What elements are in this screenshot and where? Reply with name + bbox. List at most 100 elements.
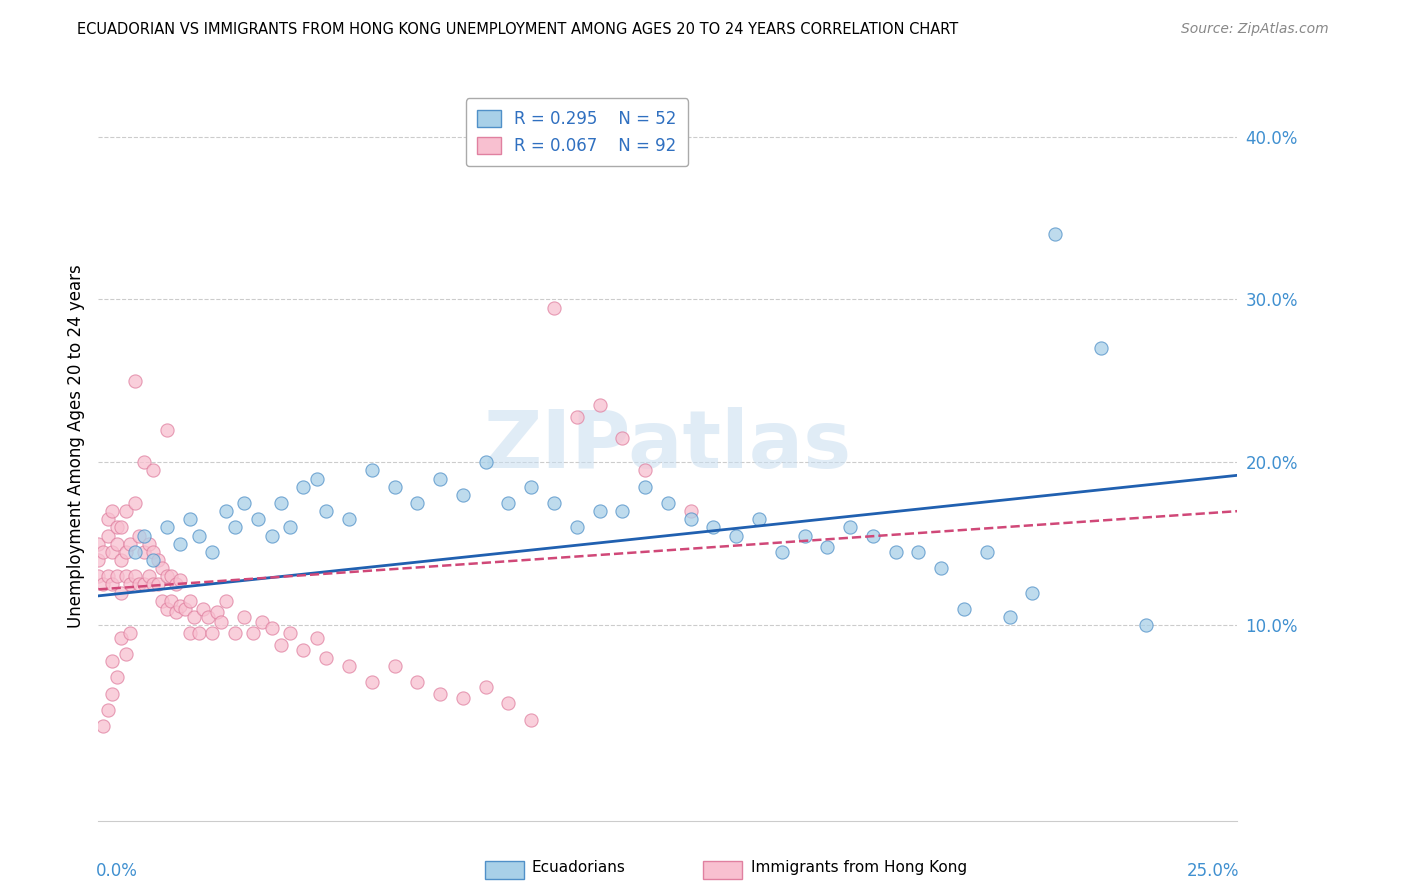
Point [201,545,224,559]
Point [96,569,118,583]
Point [292,642,315,657]
Point [132,545,155,559]
Point [96,512,118,526]
Point [91,577,114,591]
Point [998,610,1021,624]
Point [209,615,232,629]
Point [612,431,634,445]
Point [565,409,588,424]
Point [748,512,770,526]
Point [337,659,360,673]
Point [146,553,169,567]
Point [657,496,679,510]
Point [1135,618,1157,632]
Point [634,463,657,477]
Point [142,553,165,567]
Point [474,455,496,469]
Point [110,631,132,645]
Point [793,528,815,542]
Point [179,512,201,526]
Point [278,626,301,640]
Point [233,496,256,510]
Point [179,593,201,607]
Point [360,463,382,477]
Point [242,626,264,640]
Point [384,659,406,673]
Point [156,569,179,583]
Point [114,569,136,583]
Point [87,553,110,567]
Point [110,553,132,567]
Point [101,687,124,701]
Point [128,528,150,542]
Text: 25.0%: 25.0% [1187,862,1240,880]
Point [205,605,228,619]
Point [101,654,124,668]
Point [929,561,952,575]
Point [120,537,142,551]
Point [114,545,136,559]
Point [96,703,118,717]
Point [87,537,110,551]
Point [110,520,132,534]
Point [315,650,337,665]
Point [543,496,565,510]
Point [451,488,474,502]
Point [91,545,114,559]
Point [169,599,191,613]
Point [588,398,610,412]
Point [101,545,124,559]
Point [862,528,884,542]
Point [124,545,146,559]
Point [976,545,998,559]
Point [224,520,246,534]
Point [520,480,543,494]
Y-axis label: Unemployment Among Ages 20 to 24 years: Unemployment Among Ages 20 to 24 years [66,264,84,628]
Point [588,504,610,518]
Point [543,301,565,315]
Point [174,602,197,616]
Point [138,537,160,551]
Legend: R = 0.295    N = 52, R = 0.067    N = 92: R = 0.295 N = 52, R = 0.067 N = 92 [465,98,688,167]
Point [183,610,205,624]
Point [520,713,543,727]
Point [120,577,142,591]
Point [1043,227,1066,242]
Point [498,697,520,711]
Point [278,520,301,534]
Point [1021,585,1043,599]
Point [179,626,201,640]
Point [907,545,929,559]
Point [169,537,191,551]
Point [160,593,183,607]
Point [105,520,128,534]
Text: Ecuadorians: Ecuadorians [531,860,626,874]
Point [187,626,209,640]
Point [91,719,114,733]
Point [429,472,451,486]
Point [169,573,191,587]
Text: 0.0%: 0.0% [96,862,138,880]
Point [215,504,238,518]
Point [156,602,179,616]
Point [96,528,118,542]
Point [215,593,238,607]
Point [815,540,838,554]
Point [114,504,136,518]
Point [132,528,155,542]
Point [101,577,124,591]
Point [201,626,224,640]
Point [315,504,337,518]
Point [150,593,173,607]
Point [307,472,329,486]
Point [110,585,132,599]
Point [197,610,219,624]
Point [105,569,128,583]
Point [260,528,283,542]
Point [260,622,283,636]
Point [150,561,173,575]
Point [839,520,862,534]
Point [770,545,793,559]
Point [307,631,329,645]
Point [233,610,256,624]
